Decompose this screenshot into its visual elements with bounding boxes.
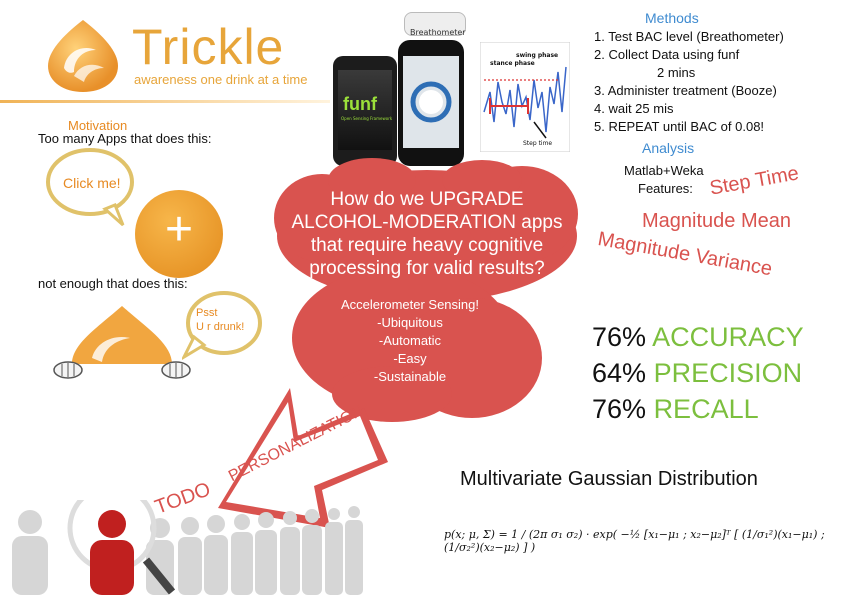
question-line-4: processing for valid results?	[309, 258, 545, 279]
question-line-2: ALCOHOL-MODERATION apps	[291, 212, 563, 233]
iphone-image	[398, 40, 464, 166]
recall-value: 76%	[592, 394, 647, 424]
precision-value: 64%	[592, 358, 647, 388]
motivation-line1: Too many Apps that does this:	[38, 131, 212, 146]
personalization-arrow	[214, 378, 394, 538]
cloud-answer: Accelerometer Sensing! -Ubiquitous -Auto…	[300, 296, 520, 386]
click-me-bubble	[45, 147, 135, 227]
cloud-question: How do we UPGRADE ALCOHOL-MODERATION app…	[262, 188, 592, 280]
result-recall: 76% RECALL	[592, 394, 759, 425]
feature-magnitude-variance: Magnitude Variance	[596, 228, 774, 281]
feature-magnitude-mean: Magnitude Mean	[642, 210, 791, 232]
analysis-heading: Analysis	[642, 140, 695, 156]
answer-line-4: -Easy	[393, 351, 427, 366]
method-step-1: 1. Test BAC level (Breathometer)	[594, 29, 784, 44]
method-step-2-duration: 2 mins	[657, 65, 696, 80]
app-title: Trickle	[132, 19, 285, 75]
breathometer-device-icon	[404, 12, 466, 36]
gaussian-equation: p(x; μ, Σ) = 1 / (2π σ₁ σ₂) · exp( −½ [x…	[444, 528, 825, 554]
android-phone-image: funf Open Sensing Framework	[333, 56, 397, 166]
psst-line1: Psst	[196, 307, 218, 319]
question-cloud	[262, 158, 592, 428]
funf-logo-text: funf	[343, 94, 377, 114]
accuracy-value: 76%	[592, 322, 647, 352]
formula-title: Multivariate Gaussian Distribution	[460, 468, 758, 490]
answer-line-3: -Automatic	[378, 333, 442, 348]
crowd-people-icon	[0, 483, 370, 595]
precision-label: PRECISION	[653, 358, 803, 388]
plus-sign: +	[164, 203, 194, 256]
question-line-1: How do we UPGRADE	[330, 189, 524, 210]
peeking-drop-icon	[52, 292, 192, 392]
stance-phase-label: stance phase	[490, 60, 535, 67]
gait-signal-figure	[479, 41, 571, 153]
motivation-heading: Motivation	[68, 118, 128, 133]
accuracy-label: ACCURACY	[652, 322, 804, 352]
result-accuracy: 76% ACCURACY	[592, 322, 804, 353]
analysis-tool: Matlab+Weka	[624, 163, 704, 178]
result-precision: 64% PRECISION	[592, 358, 802, 389]
method-step-4: 4. wait 25 mis	[594, 101, 674, 116]
answer-line-1: Accelerometer Sensing!	[340, 297, 479, 312]
click-me-text: Click me!	[63, 175, 121, 191]
features-label: Features:	[638, 181, 693, 196]
question-line-3: that require heavy cognitive	[310, 235, 544, 256]
method-step-5: 5. REPEAT until BAC of 0.08!	[594, 119, 765, 134]
motivation-line2: not enough that does this:	[38, 276, 188, 291]
answer-line-5: -Sustainable	[373, 369, 447, 384]
funf-subtitle: Open Sensing Framework	[341, 116, 393, 121]
psst-bubble	[180, 287, 262, 367]
breathometer-label: Breathometer	[410, 28, 466, 37]
recall-label: RECALL	[653, 394, 759, 424]
methods-heading: Methods	[645, 10, 699, 26]
header-divider	[0, 100, 330, 103]
answer-line-2: -Ubiquitous	[377, 315, 443, 330]
plus-icon	[135, 190, 223, 278]
method-step-2: 2. Collect Data using funf	[594, 47, 740, 62]
app-tagline: awareness one drink at a time	[134, 72, 308, 87]
step-time-label: Step time	[523, 140, 553, 147]
feature-step-time: Step Time	[708, 162, 801, 200]
trickle-logo-icon	[44, 16, 122, 94]
psst-line2: U r drunk!	[196, 321, 245, 333]
swing-phase-label: swing phase	[516, 52, 559, 59]
method-step-3: 3. Administer treatment (Booze)	[594, 83, 777, 98]
